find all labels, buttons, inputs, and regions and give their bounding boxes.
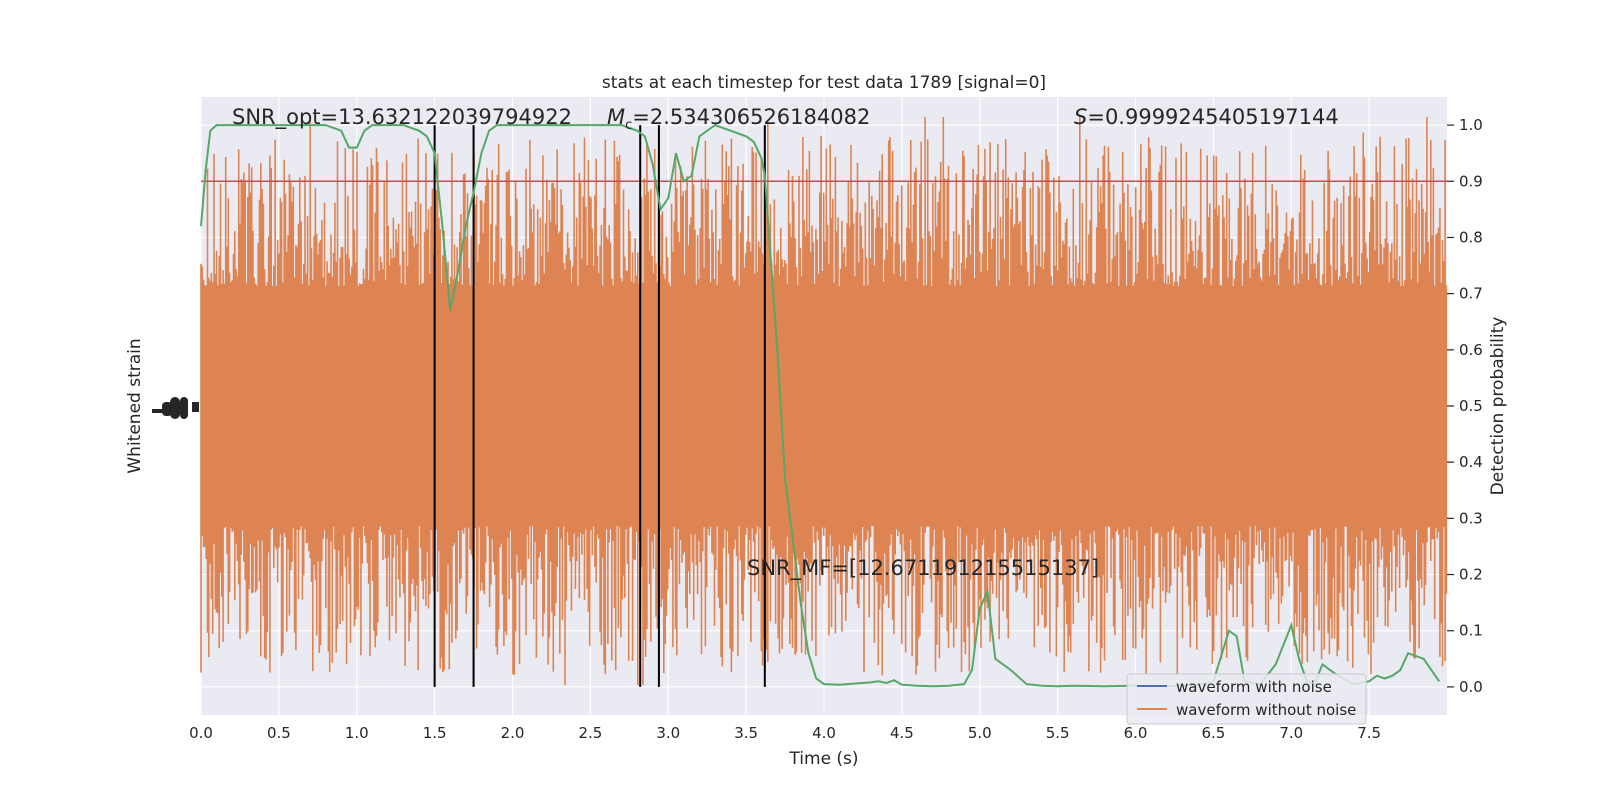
mc-value: =2.534306526184082 <box>632 105 870 129</box>
y-tick-label: 0.9 <box>1459 172 1483 190</box>
s-value: =0.9999245405197144 <box>1087 105 1338 129</box>
legend-label-noise: waveform with noise <box>1176 678 1332 696</box>
x-tick-label: 1.5 <box>423 724 447 742</box>
x-tick-label: 5.5 <box>1046 724 1070 742</box>
legend: waveform with noise waveform without noi… <box>1126 673 1367 725</box>
y-right-axis-label: Detection probability <box>1488 317 1508 496</box>
x-tick-label: 2.0 <box>501 724 525 742</box>
y-tick-label: 0.0 <box>1459 678 1483 696</box>
x-tick-label: 0.0 <box>189 724 213 742</box>
legend-box <box>1126 673 1367 725</box>
y-tick-label: 0.8 <box>1459 228 1483 246</box>
legend-label-no-noise: waveform without noise <box>1176 701 1356 719</box>
vertical-marker-lines <box>433 125 766 687</box>
y-tick-label: 0.6 <box>1459 341 1483 359</box>
x-tick-label: 0.5 <box>267 724 291 742</box>
x-tick-label: 3.5 <box>734 724 758 742</box>
y-tick-label: 0.4 <box>1459 453 1483 471</box>
annotation-s: S=0.9999245405197144 <box>1074 105 1339 129</box>
x-tick-label: 7.0 <box>1279 724 1303 742</box>
x-tick-label: 6.0 <box>1124 724 1148 742</box>
y-tick-label: 0.3 <box>1459 509 1483 527</box>
y-right-axis-ticks: 0.0 0.1 0.2 0.3 0.4 0.5 0.6 0.7 0.8 0.9 1.0 <box>1447 116 1483 696</box>
annotation-snr-opt: SNR_opt=13.632122039794922 <box>232 105 572 130</box>
y-left-axis-label: Whitened strain <box>125 338 145 473</box>
chart-title: stats at each timestep for test data 178… <box>602 73 1046 93</box>
x-tick-label: 4.0 <box>812 724 836 742</box>
y-tick-label: 0.7 <box>1459 285 1483 303</box>
waveform-noise-band <box>200 117 1448 685</box>
mc-symbol: M <box>607 105 625 129</box>
s-symbol: S <box>1074 105 1087 129</box>
annotation-snr-mf: SNR_MF=[12.671191215515137] <box>747 556 1099 581</box>
x-tick-label: 4.5 <box>890 724 914 742</box>
y-tick-label: 1.0 <box>1459 116 1483 134</box>
x-tick-label: 6.5 <box>1201 724 1225 742</box>
x-tick-label: 2.5 <box>578 724 602 742</box>
annotation-chirp-mass: Mc=2.534306526184082 <box>607 105 870 133</box>
x-axis-ticks: 0.0 0.5 1.0 1.5 2.0 2.5 3.0 3.5 4.0 4.5 5.0 5.5 6.0 6… <box>189 724 1381 742</box>
x-axis-label: Time (s) <box>788 749 858 769</box>
x-tick-label: 7.5 <box>1357 724 1381 742</box>
left-axis-overlapping-ticks <box>152 397 199 419</box>
y-tick-label: 0.5 <box>1459 397 1483 415</box>
waveform-without-noise-trace <box>200 117 1448 685</box>
x-tick-label: 3.0 <box>656 724 680 742</box>
x-tick-label: 5.0 <box>968 724 992 742</box>
mc-subscript: c <box>625 118 632 133</box>
y-tick-label: 0.2 <box>1459 566 1483 584</box>
y-tick-label: 0.1 <box>1459 622 1483 640</box>
x-tick-label: 1.0 <box>345 724 369 742</box>
